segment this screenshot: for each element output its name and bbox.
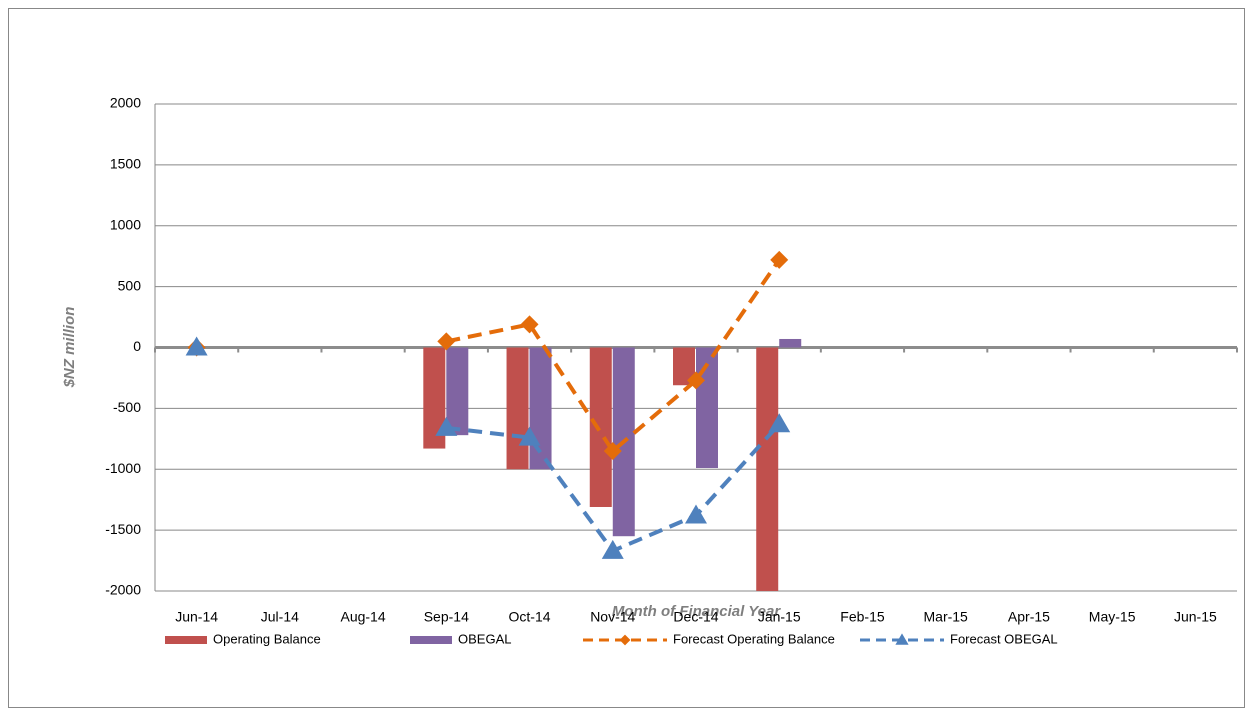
y-tick-label: 500 [118, 277, 142, 293]
x-tick-label: Dec-14 [673, 609, 718, 625]
legend-swatch [165, 636, 207, 644]
y-tick-label: -1500 [105, 521, 141, 537]
legend-swatch [410, 636, 452, 644]
x-tick-label: Jan-15 [758, 609, 801, 625]
x-axis-title: Month of Financial Year [612, 603, 782, 620]
bar [673, 347, 695, 386]
line [445, 258, 781, 454]
marker [185, 336, 208, 356]
legend-label: Operating Balance [213, 631, 321, 646]
y-tick-label: 1500 [110, 156, 141, 172]
x-tick-label: Jun-15 [1174, 609, 1217, 625]
x-tick-label: Feb-15 [840, 609, 885, 625]
marker [685, 504, 707, 524]
y-axis-title: $NZ million [61, 307, 78, 389]
marker [518, 426, 541, 446]
marker [435, 416, 458, 436]
x-tick-label: Jul-14 [261, 609, 299, 625]
x-tick-label: May-15 [1089, 609, 1136, 625]
x-tick-label: Oct-14 [509, 609, 551, 625]
bar [423, 347, 446, 449]
marker [437, 332, 456, 351]
x-tick-label: Sep-14 [424, 609, 469, 625]
legend: Operating Balance OBEGAL Forecast Operatin… [165, 631, 1058, 646]
x-tick-label: Nov-14 [590, 609, 635, 625]
bar [589, 347, 612, 507]
bar [756, 347, 779, 591]
y-tick-label: 1000 [110, 216, 141, 232]
legend-label: OBEGAL [458, 631, 511, 646]
marker [619, 634, 631, 646]
marker [895, 633, 909, 645]
y-tick-label: -2000 [105, 582, 141, 598]
x-tick-label: Aug-14 [340, 609, 385, 625]
x-tick-label: Apr-15 [1008, 609, 1050, 625]
y-tick-label: -1000 [105, 460, 141, 476]
marker [603, 441, 622, 460]
x-tick-label: Jun-14 [175, 609, 218, 625]
marker [768, 413, 791, 433]
y-tick-label: -500 [113, 399, 141, 415]
marker [520, 315, 539, 334]
x-tick-label: Mar-15 [924, 609, 969, 625]
bar [446, 347, 469, 436]
legend-label: Forecast Operating Balance [673, 631, 835, 646]
y-tick-label: 2000 [110, 95, 141, 111]
marker [770, 250, 789, 269]
legend-label: Forecast OBEGAL [950, 631, 1058, 646]
y-tick-label: 0 [133, 338, 141, 354]
marker [601, 539, 624, 559]
marker [687, 371, 705, 390]
bar [779, 338, 802, 348]
bar [506, 347, 529, 470]
